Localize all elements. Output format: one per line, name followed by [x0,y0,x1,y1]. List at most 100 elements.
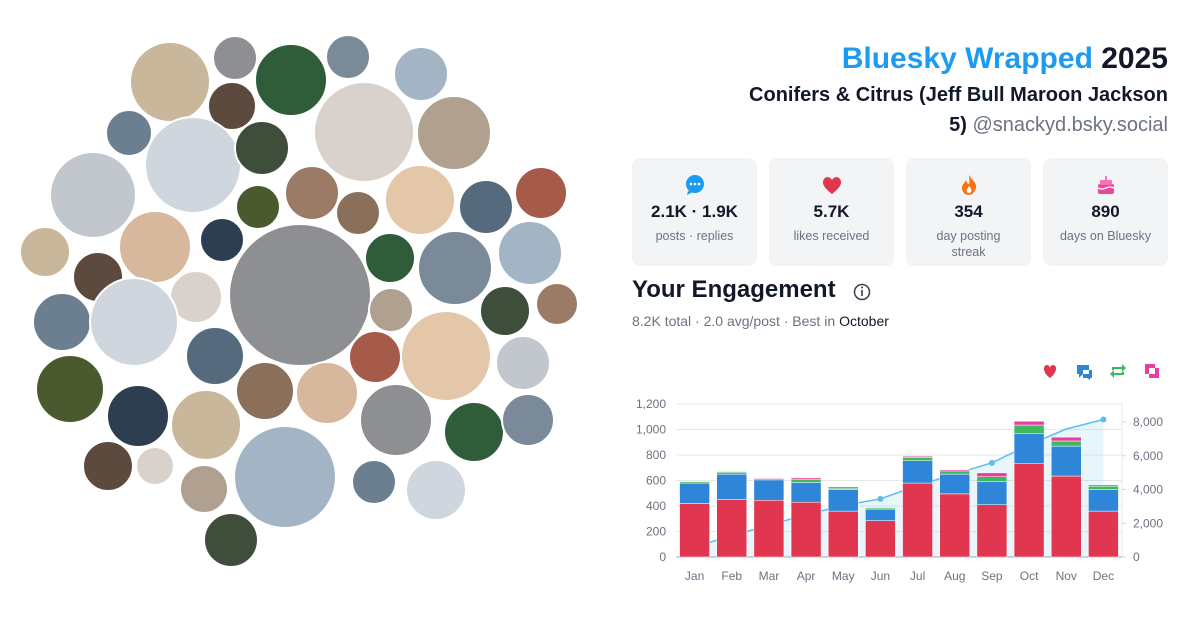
x-tick-label: Jul [910,569,925,583]
avatar[interactable] [351,459,397,505]
avatar[interactable] [325,34,371,80]
avatar[interactable] [82,440,134,492]
y-tick-label: 800 [646,448,666,462]
bar-segment [679,482,710,504]
bar-segment [679,503,710,558]
avatar[interactable] [368,287,414,333]
x-tick-label: Jan [685,569,704,583]
stat-card: 2.1K · 1.9K posts · replies [632,158,757,266]
comment-icon [685,175,704,195]
bar-segment [939,470,970,475]
avatar[interactable] [233,425,337,529]
avatar[interactable] [384,164,456,236]
bar-segment [902,456,933,458]
avatar[interactable] [535,282,579,326]
avatar[interactable] [514,166,568,220]
legend-icon[interactable] [1110,364,1126,378]
bar-segment [865,507,896,509]
avatar[interactable] [32,292,92,352]
avatar[interactable] [49,151,137,239]
bar-segment [976,481,1008,505]
bar-segment [1013,424,1045,434]
stat-value: 890 [1091,202,1120,221]
avatar[interactable] [400,310,492,402]
avatar[interactable] [364,232,416,284]
bar-segment [902,482,933,558]
x-tick-label: Apr [797,569,816,583]
avatar[interactable] [417,230,493,306]
avatar[interactable] [495,335,551,391]
avatar[interactable] [284,165,340,221]
avatar[interactable] [359,383,433,457]
avatar[interactable] [501,393,555,447]
avatar[interactable] [458,179,514,235]
avatar[interactable] [295,361,359,425]
bar-segment [753,500,785,558]
bar-segment [790,501,822,558]
legend-icon[interactable] [1077,365,1092,380]
avatar[interactable] [185,326,245,386]
avatar[interactable] [35,354,105,424]
profile: Conifers & Citrus (Jeff Bull Maroon Jack… [728,80,1168,140]
y2-tick-label: 2,000 [1133,516,1163,530]
avatar[interactable] [313,81,415,183]
avatar[interactable] [393,46,449,102]
avatar[interactable] [254,43,328,117]
bar-segment [1013,420,1045,426]
avatar[interactable] [135,446,175,486]
avatar[interactable] [335,190,381,236]
cake-icon [1097,176,1114,194]
avatar[interactable] [228,223,372,367]
bar-segment [716,471,747,475]
y-tick-label: 0 [659,550,666,564]
avatar[interactable] [170,389,242,461]
title-year: 2025 [1101,42,1168,75]
avatar[interactable] [207,81,257,131]
avatar[interactable] [199,217,245,263]
legend [1043,364,1159,380]
avatar[interactable] [203,512,259,568]
bar-segment [1088,485,1119,490]
bar-segment [976,504,1008,558]
y2-tick-label: 6,000 [1133,449,1163,463]
avatar[interactable] [106,384,170,448]
x-tick-label: Jun [871,569,890,583]
display-name: Conifers & Citrus (Jeff Bull Maroon Jack… [749,84,1168,136]
avatar[interactable] [118,210,192,284]
avatar[interactable] [479,285,531,337]
avatar[interactable] [234,120,290,176]
avatar[interactable] [179,464,229,514]
y2-tick-label: 0 [1133,550,1140,564]
avatar[interactable] [89,277,179,367]
avatar[interactable] [129,41,211,123]
stat-value: 354 [954,202,983,221]
legend-icon[interactable] [1043,365,1057,378]
avatar[interactable] [235,184,281,230]
bar-segment [1013,433,1045,464]
bar-segment [1088,484,1119,487]
avatar[interactable] [348,330,402,384]
info-icon[interactable] [853,283,871,301]
stat-card: 890 days on Bluesky [1043,158,1168,266]
avatar[interactable] [19,226,71,278]
bar-segment [753,479,785,501]
bar-segment [753,477,785,479]
avatar[interactable] [497,220,563,286]
x-tick-label: Dec [1093,569,1114,583]
bar-segment [902,460,933,484]
avatar[interactable] [443,401,505,463]
heart-icon [822,177,841,194]
avatar[interactable] [405,459,467,521]
avatar[interactable] [235,361,295,421]
avatar[interactable] [144,116,242,214]
avatar[interactable] [416,95,492,171]
avatar[interactable] [212,35,258,81]
x-tick-label: Feb [721,569,742,583]
avatar[interactable] [105,109,153,157]
x-tick-label: Nov [1056,569,1077,583]
bar-segment [865,520,896,558]
handle[interactable]: @snackyd.bsky.social [972,114,1168,136]
legend-icon[interactable] [1145,364,1159,378]
